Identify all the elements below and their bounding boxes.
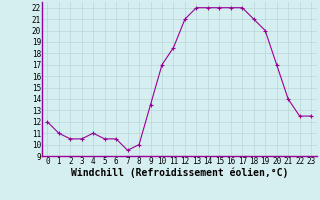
X-axis label: Windchill (Refroidissement éolien,°C): Windchill (Refroidissement éolien,°C) (70, 167, 288, 178)
